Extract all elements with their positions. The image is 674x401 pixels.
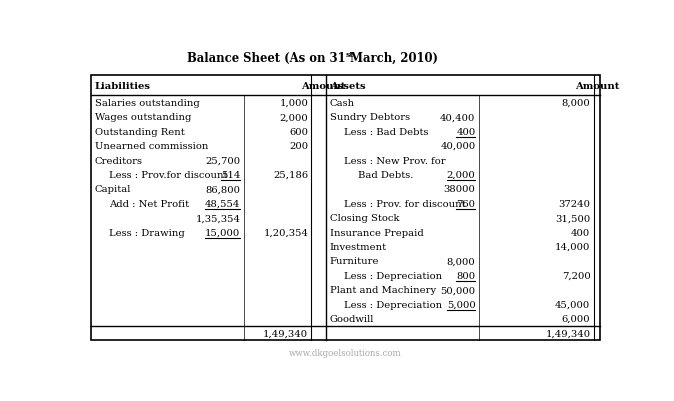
Text: Closing Stock: Closing Stock: [330, 214, 399, 223]
Text: 8,000: 8,000: [561, 99, 590, 107]
Text: 400: 400: [456, 128, 475, 136]
Text: 1,49,340: 1,49,340: [264, 328, 308, 338]
Text: 5,000: 5,000: [447, 300, 475, 309]
Text: 6,000: 6,000: [562, 314, 590, 323]
Text: March, 2010): March, 2010): [346, 52, 439, 65]
Text: 514: 514: [221, 170, 241, 180]
Text: 31,500: 31,500: [555, 214, 590, 223]
Text: Less : Prov.for discount: Less : Prov.for discount: [109, 170, 228, 180]
Text: 40,000: 40,000: [440, 142, 475, 151]
Text: 8,000: 8,000: [447, 257, 475, 266]
Text: Wages outstanding: Wages outstanding: [94, 113, 191, 122]
Text: www.dkgoelsolutions.com: www.dkgoelsolutions.com: [289, 348, 402, 357]
Text: Add : Net Profit: Add : Net Profit: [109, 199, 189, 208]
Text: 25,700: 25,700: [206, 156, 241, 165]
Text: Assets: Assets: [330, 81, 365, 91]
Text: 45,000: 45,000: [555, 300, 590, 309]
Text: Less : New Prov. for: Less : New Prov. for: [344, 156, 446, 165]
Text: Investment: Investment: [330, 243, 387, 251]
Text: 40,400: 40,400: [440, 113, 475, 122]
Text: 1,49,340: 1,49,340: [545, 328, 590, 338]
Text: Plant and Machinery: Plant and Machinery: [330, 286, 436, 295]
Text: Outstanding Rent: Outstanding Rent: [94, 128, 185, 136]
Text: 2,000: 2,000: [447, 170, 475, 180]
Text: Salaries outstanding: Salaries outstanding: [94, 99, 200, 107]
Text: 1,20,354: 1,20,354: [264, 228, 308, 237]
Text: Amount: Amount: [575, 81, 619, 91]
Text: 1,35,354: 1,35,354: [195, 214, 241, 223]
Text: Less : Drawing: Less : Drawing: [109, 228, 185, 237]
Text: Less : Depreciation: Less : Depreciation: [344, 271, 443, 280]
Text: 600: 600: [289, 128, 308, 136]
Text: 200: 200: [289, 142, 308, 151]
Bar: [90, 76, 601, 340]
Text: 1,000: 1,000: [280, 99, 308, 107]
Text: 800: 800: [456, 271, 475, 280]
Text: 37240: 37240: [558, 199, 590, 208]
Text: Goodwill: Goodwill: [330, 314, 374, 323]
Text: Less : Prov. for discount: Less : Prov. for discount: [344, 199, 466, 208]
Text: Unearned commission: Unearned commission: [94, 142, 208, 151]
Text: 86,800: 86,800: [206, 185, 241, 194]
Text: Balance Sheet (As on 31: Balance Sheet (As on 31: [187, 52, 346, 65]
Text: 2,000: 2,000: [280, 113, 308, 122]
Text: Cash: Cash: [330, 99, 355, 107]
Text: Less : Depreciation: Less : Depreciation: [344, 300, 443, 309]
Text: Amount: Amount: [301, 81, 346, 91]
Text: 38000: 38000: [443, 185, 475, 194]
Text: 25,186: 25,186: [273, 170, 308, 180]
Text: st: st: [346, 51, 354, 59]
Text: Furniture: Furniture: [330, 257, 379, 266]
Text: Less : Bad Debts: Less : Bad Debts: [344, 128, 429, 136]
Text: 50,000: 50,000: [440, 286, 475, 295]
Text: Capital: Capital: [94, 185, 131, 194]
Text: Liabilities: Liabilities: [94, 81, 151, 91]
Text: Bad Debts.: Bad Debts.: [359, 170, 414, 180]
Text: 760: 760: [456, 199, 475, 208]
Text: 7,200: 7,200: [561, 271, 590, 280]
Text: 400: 400: [571, 228, 590, 237]
Text: Insurance Prepaid: Insurance Prepaid: [330, 228, 423, 237]
Text: Creditors: Creditors: [94, 156, 143, 165]
Text: 14,000: 14,000: [555, 243, 590, 251]
Text: 15,000: 15,000: [205, 228, 241, 237]
Text: 48,554: 48,554: [205, 199, 241, 208]
Text: Sundry Debtors: Sundry Debtors: [330, 113, 410, 122]
